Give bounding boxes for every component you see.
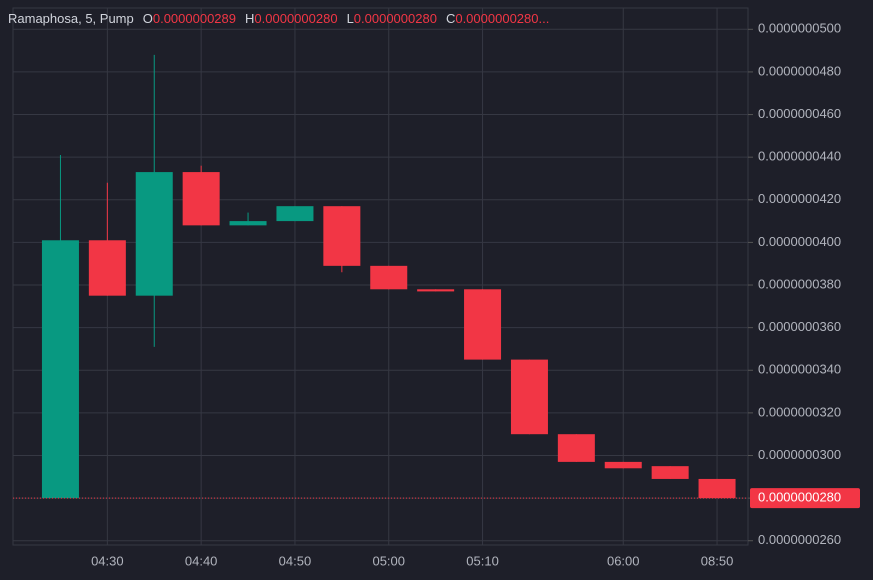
- ohlc-label: L: [347, 11, 354, 26]
- candle-body: [276, 206, 314, 222]
- candle-body: [370, 265, 408, 290]
- last-price-box: [750, 488, 860, 509]
- ohlc-value: 0.0000000280...: [455, 11, 549, 26]
- ohlc-value: 0.0000000280: [254, 11, 337, 26]
- candle-body: [651, 466, 689, 479]
- candle-body: [182, 172, 220, 226]
- x-tick-label: 04:50: [279, 553, 312, 568]
- y-tick-label: 0.0000000360: [758, 319, 841, 334]
- y-tick-label: 0.0000000300: [758, 447, 841, 462]
- candle-body: [41, 240, 79, 499]
- candle-body: [135, 172, 173, 296]
- last-price-label: 0.0000000280: [758, 490, 841, 505]
- ohlc-value: 0.0000000280: [354, 11, 437, 26]
- y-tick-label: 0.0000000340: [758, 362, 841, 377]
- candle-body: [417, 289, 455, 292]
- legend-header: Ramaphosa, 5, Pump O0.0000000289 H0.000000…: [8, 11, 549, 26]
- candle-body: [510, 359, 548, 435]
- candle-body: [88, 240, 126, 296]
- candle-body: [604, 461, 642, 469]
- x-tick-label: 08:50: [701, 553, 734, 568]
- y-tick-label: 0.0000000380: [758, 276, 841, 291]
- candle-body: [323, 206, 361, 266]
- ohlc-label: H: [245, 11, 254, 26]
- candle-body: [229, 221, 267, 226]
- y-tick-label: 0.0000000420: [758, 191, 841, 206]
- x-tick-label: 04:40: [185, 553, 218, 568]
- x-tick-label: 04:30: [91, 553, 124, 568]
- y-tick-label: 0.0000000500: [758, 21, 841, 36]
- x-tick-label: 05:10: [466, 553, 499, 568]
- candle-body: [464, 289, 502, 360]
- x-tick-label: 06:00: [607, 553, 640, 568]
- y-tick-label: 0.0000000260: [758, 532, 841, 547]
- ohlc-label: C: [446, 11, 455, 26]
- x-tick-label: 05:00: [372, 553, 405, 568]
- candle-body: [557, 434, 595, 462]
- symbol: Ramaphosa, 5, Pump: [8, 11, 134, 26]
- plot-frame: [12, 7, 749, 546]
- y-tick-label: 0.0000000480: [758, 63, 841, 78]
- y-tick-label: 0.0000000460: [758, 106, 841, 121]
- y-tick-label: 0.0000000320: [758, 404, 841, 419]
- y-tick-label: 0.0000000440: [758, 149, 841, 164]
- candle-body: [698, 478, 736, 499]
- y-tick-label: 0.0000000400: [758, 234, 841, 249]
- ohlc-label: O: [143, 11, 153, 26]
- ohlc-value: 0.0000000289: [153, 11, 236, 26]
